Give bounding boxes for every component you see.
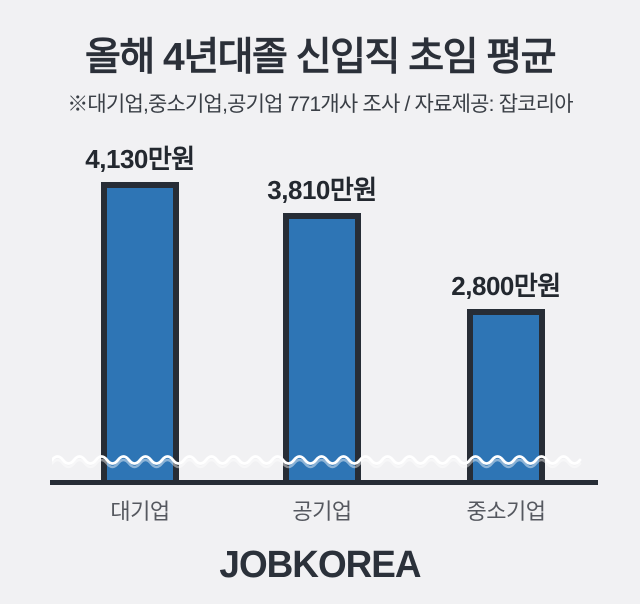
bar-category-label: 대기업 [110, 499, 170, 524]
chart-title: 올해 4년대졸 신입직 초임 평균 [84, 36, 557, 79]
bar-value-label: 2,800만원 [451, 271, 561, 301]
bar-value-label: 4,130만원 [85, 144, 195, 174]
bar [467, 309, 545, 483]
bar-category-label: 중소기업 [466, 499, 546, 524]
bar-value-label: 3,810만원 [267, 175, 377, 205]
x-axis-line [50, 480, 598, 485]
jobkorea-logo: JOBKOREA [219, 544, 421, 586]
bar-category-label: 공기업 [292, 499, 352, 524]
bar [101, 182, 179, 483]
bar [283, 213, 361, 483]
chart-subtitle: ※대기업,중소기업,공기업 771개사 조사 / 자료제공: 잡코리아 [67, 93, 573, 116]
axis-break-wave-icon [52, 455, 582, 469]
